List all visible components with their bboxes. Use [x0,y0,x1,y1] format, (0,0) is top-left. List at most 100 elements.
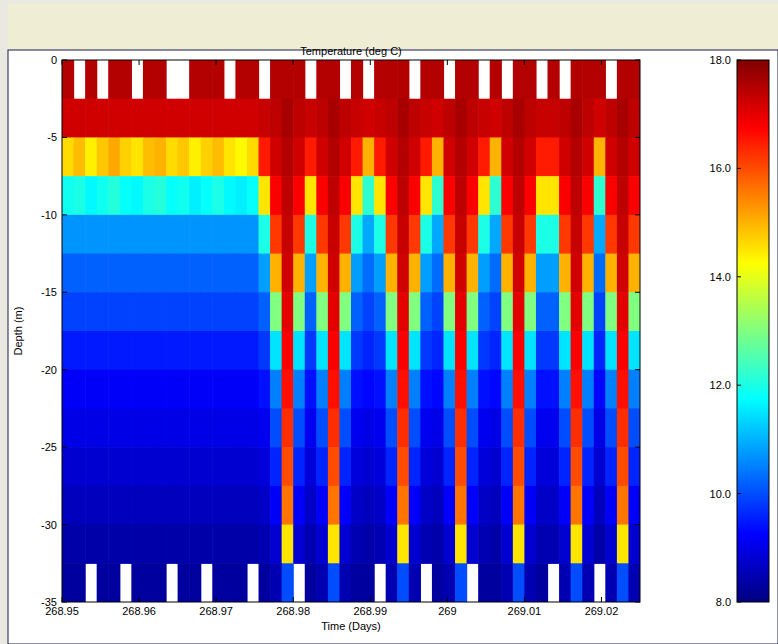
cell [548,447,560,486]
colorbar-tick [737,168,741,169]
cell [108,525,120,564]
cell [513,99,525,138]
cell [467,254,479,293]
cell [212,60,224,99]
x-tick [524,60,525,65]
cell [224,408,236,447]
cell [386,486,398,525]
cell [305,254,317,293]
cell [536,176,548,215]
cell [108,60,120,99]
cell [443,447,455,486]
cell [351,447,363,486]
cell [143,331,155,370]
cell [62,254,74,293]
cell [201,331,213,370]
cell [120,137,132,176]
cell [501,408,513,447]
cell [478,370,490,409]
cell [432,447,444,486]
cell [178,370,190,409]
cell [582,563,594,602]
cell [501,137,513,176]
cell [397,176,409,215]
cell [628,99,640,138]
cell [120,447,132,486]
cell [571,99,583,138]
cell [247,447,259,486]
cell [178,99,190,138]
cell [282,137,294,176]
cell [351,292,363,331]
cell [108,486,120,525]
y-tick [62,214,67,215]
cell [201,60,213,99]
cell [397,525,409,564]
cell [432,60,444,99]
cell [74,408,86,447]
cell [559,563,571,602]
cell [582,215,594,254]
cell [363,486,375,525]
cell [201,408,213,447]
cell [282,99,294,138]
cell [247,60,259,99]
cell [270,292,282,331]
cell [478,292,490,331]
cell [628,370,640,409]
cell [154,486,166,525]
cell [189,60,201,99]
y-tick [635,602,640,603]
cell [305,408,317,447]
cell [571,137,583,176]
cell [189,486,201,525]
cell [559,408,571,447]
cell [305,176,317,215]
cell [455,370,467,409]
cell [374,447,386,486]
cell [247,525,259,564]
cell [305,137,317,176]
cell [351,176,363,215]
cell [559,370,571,409]
cell [154,99,166,138]
cell [467,486,479,525]
cell [628,254,640,293]
cell [178,137,190,176]
cell [605,525,617,564]
cell [455,331,467,370]
cell [259,254,271,293]
cell [120,370,132,409]
cell [189,254,201,293]
cell [420,447,432,486]
cell [305,331,317,370]
cell [85,254,97,293]
cell [224,176,236,215]
cell [455,408,467,447]
cell [74,331,86,370]
cell [548,408,560,447]
cell [62,563,74,602]
cell [617,408,629,447]
cell [212,447,224,486]
cell [143,176,155,215]
cell [397,292,409,331]
cell [62,370,74,409]
cell [85,525,97,564]
cell [536,447,548,486]
cell [62,292,74,331]
cell [478,176,490,215]
cell [351,331,363,370]
cell [548,525,560,564]
cell [108,176,120,215]
cell [617,60,629,99]
cell [62,525,74,564]
cell [363,447,375,486]
cell [455,486,467,525]
cell [582,176,594,215]
cell [259,447,271,486]
cell [571,370,583,409]
cell [316,176,328,215]
cell [501,254,513,293]
cell [351,99,363,138]
